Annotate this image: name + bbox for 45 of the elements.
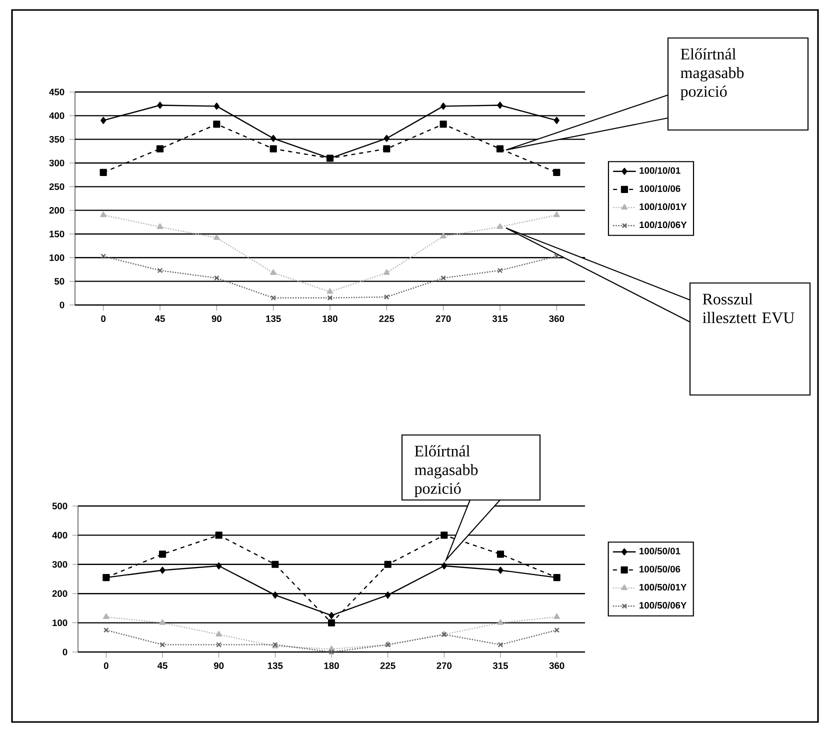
x-tick-label: 90 <box>214 662 224 669</box>
y-tick-label: 500 <box>52 502 68 510</box>
legend-label: 100/50/06Y <box>640 602 687 609</box>
x-tick-label: 180 <box>324 662 339 669</box>
x-tick-label: 135 <box>266 315 281 322</box>
legend-label: 100/50/06 <box>640 566 680 573</box>
x-tick-label: 45 <box>154 315 165 322</box>
y-tick-label: 0 <box>60 302 64 308</box>
legend-label: 100/50/01Y <box>640 584 687 591</box>
x-tick-label: 225 <box>380 662 396 669</box>
x-tick-label: 225 <box>379 315 394 322</box>
legend-label: 100/10/01 <box>640 166 680 174</box>
y-tick-label: 200 <box>52 590 68 597</box>
x-tick-label: 360 <box>549 662 564 670</box>
x-tick-label: 0 <box>101 315 106 322</box>
legend-label: 100/10/01Y <box>640 203 687 210</box>
text: Rosszul illesztett EVU <box>702 293 794 324</box>
legend-label: 100/10/06 <box>640 185 680 192</box>
y-tick-label: 300 <box>52 561 68 568</box>
y-tick-label: 50 <box>54 278 64 285</box>
x-tick-label: 315 <box>492 315 508 322</box>
text: Előírtnál magasabb pozició <box>414 445 478 498</box>
x-tick-label: 90 <box>212 315 222 322</box>
y-tick-label: 450 <box>49 88 64 96</box>
x-tick-label: 180 <box>322 315 338 322</box>
text: Előírtnál magasabb pozició <box>680 48 744 100</box>
x-tick-label: 45 <box>157 662 168 669</box>
legend-label: 100/10/06Y <box>640 221 687 228</box>
y-tick-label: 350 <box>49 136 64 143</box>
y-tick-label: 100 <box>52 620 68 626</box>
x-tick-label: 360 <box>549 315 564 322</box>
x-tick-label: 315 <box>492 662 508 670</box>
x-tick-label: 0 <box>104 662 108 669</box>
y-tick-label: 400 <box>49 112 64 119</box>
y-tick-label: 300 <box>49 160 64 166</box>
y-tick-label: 150 <box>50 230 64 238</box>
legend-label: 100/50/01 <box>640 547 680 554</box>
x-tick-label: 135 <box>268 662 283 670</box>
x-tick-label: 270 <box>436 315 451 322</box>
y-tick-label: 0 <box>62 648 68 656</box>
y-tick-label: 100 <box>50 254 64 261</box>
y-tick-label: 250 <box>49 183 64 190</box>
y-tick-label: 200 <box>49 207 64 214</box>
x-tick-label: 270 <box>436 662 452 669</box>
y-tick-label: 400 <box>52 532 68 538</box>
